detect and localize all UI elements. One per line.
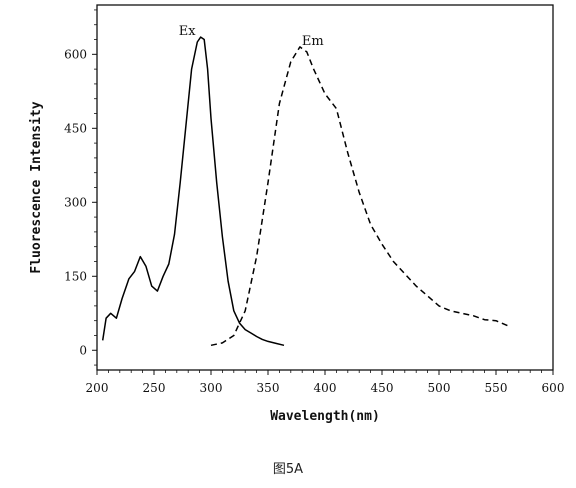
x-tick-label: 300 <box>200 381 223 395</box>
x-axis-ticks: 200 250 300 350 400 450 500 550 600 <box>86 370 565 395</box>
y-tick-label: 300 <box>64 195 87 209</box>
x-tick-label: 200 <box>86 381 109 395</box>
x-tick-label: 450 <box>371 381 394 395</box>
y-tick-label: 150 <box>64 269 87 283</box>
y-tick-label: 600 <box>64 47 87 61</box>
x-tick-label: 550 <box>485 381 508 395</box>
x-tick-label: 600 <box>542 381 565 395</box>
y-tick-label: 450 <box>64 121 87 135</box>
y-tick-label: 0 <box>79 343 87 357</box>
x-tick-label: 400 <box>314 381 337 395</box>
series-layer <box>101 36 508 347</box>
plot-frame <box>96 4 554 371</box>
series-line-em <box>210 46 508 347</box>
x-tick-label: 500 <box>428 381 451 395</box>
y-axis-ticks: 0 150 300 450 600 <box>64 9 97 366</box>
x-axis-title: Wavelength(nm) <box>270 409 380 424</box>
x-tick-label: 350 <box>257 381 280 395</box>
series-line-ex <box>101 36 285 347</box>
series-label-em: Em <box>302 34 324 49</box>
x-tick-label: 250 <box>143 381 166 395</box>
series-label-ex: Ex <box>179 24 196 39</box>
figure-caption: 图5A <box>272 462 304 477</box>
y-axis-title: Fluorescence Intensity <box>29 101 44 273</box>
